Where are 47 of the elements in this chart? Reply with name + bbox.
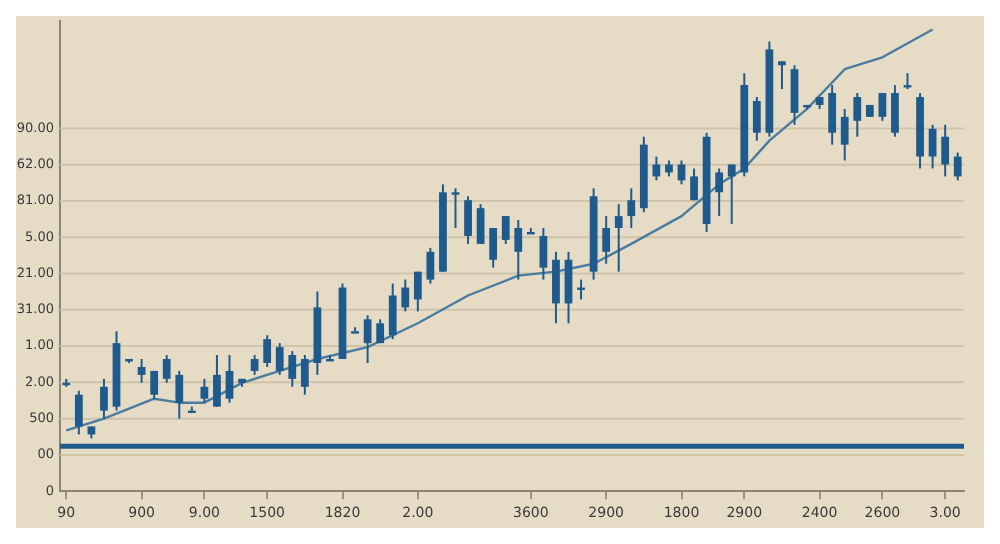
candlestick (539, 227, 548, 281)
candlestick (175, 369, 184, 420)
candlestick (840, 107, 849, 162)
candlestick (652, 155, 661, 182)
candlestick (953, 151, 962, 182)
candlestick (602, 215, 611, 265)
candlestick (891, 84, 899, 138)
candlestick (627, 187, 636, 230)
candlestick (941, 123, 950, 178)
candlestick (677, 159, 686, 186)
candlestick (74, 389, 83, 436)
candlestick (150, 369, 159, 400)
candlestick (727, 163, 736, 226)
candlestick (137, 358, 146, 384)
candlestick (250, 354, 259, 376)
candlestick (514, 219, 523, 281)
candlestick (213, 354, 221, 408)
candlestick (275, 342, 284, 376)
candlestick (476, 203, 485, 245)
candlestick (401, 278, 410, 313)
candlestick (263, 334, 272, 368)
candlestick (752, 96, 761, 142)
candlestick (388, 282, 397, 341)
candlestick (451, 187, 460, 230)
candlestick (878, 92, 887, 122)
candlestick (614, 203, 623, 273)
candlestick (501, 215, 510, 245)
candlestick (552, 250, 560, 325)
candlestick (162, 354, 171, 384)
candlestick (288, 350, 297, 388)
candlestick (464, 195, 472, 245)
candlestick (853, 92, 862, 138)
candlestick (690, 167, 698, 202)
candlestick (928, 123, 937, 170)
candlestick (100, 377, 108, 420)
candlestick (200, 377, 209, 404)
candlestick (300, 354, 309, 396)
candlestick (489, 227, 498, 269)
candlestick (828, 84, 837, 146)
candlestick (351, 326, 359, 334)
candlestick (413, 270, 422, 313)
candlestick (426, 246, 435, 285)
candlestick (363, 314, 372, 364)
candlestick (715, 167, 724, 218)
candlestick (790, 64, 799, 126)
candlestick (778, 60, 786, 91)
candlestick (225, 354, 234, 404)
